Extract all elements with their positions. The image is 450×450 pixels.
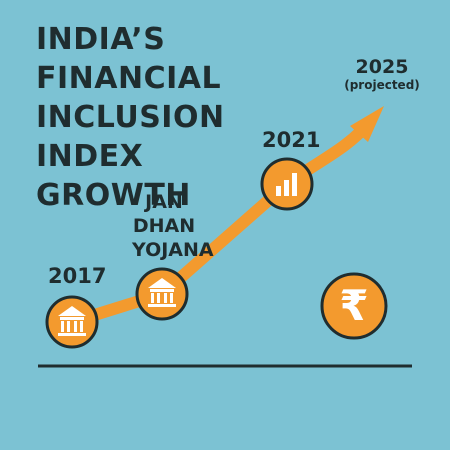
marker-2021 bbox=[260, 157, 314, 211]
title-line-3: GROWTH bbox=[36, 178, 191, 213]
label-2025: 2025 bbox=[355, 56, 409, 78]
rupee-icon: ₹ bbox=[339, 281, 369, 330]
title-line-1: INDIA’S FINANCIAL bbox=[36, 22, 222, 96]
label-jan: JAN bbox=[145, 191, 183, 213]
title-line-2: INCLUSION INDEX bbox=[36, 100, 225, 174]
arrow-head-icon bbox=[350, 106, 384, 142]
chart-title: INDIA’S FINANCIAL INCLUSION INDEX GROWTH bbox=[36, 20, 336, 215]
marker-2017 bbox=[45, 295, 99, 349]
rupee-badge bbox=[320, 272, 388, 340]
label-2025-block: 2025 (projected) bbox=[342, 56, 422, 92]
label-projected: (projected) bbox=[344, 78, 420, 92]
label-2017: 2017 bbox=[48, 264, 107, 288]
label-yojana: YOJANA bbox=[132, 239, 214, 261]
bank-icon bbox=[148, 278, 176, 307]
bar-chart-icon bbox=[276, 173, 297, 196]
label-jan-dhan-yojana: JAN DHAN YOJANA bbox=[132, 190, 214, 262]
label-2021: 2021 bbox=[262, 128, 321, 152]
bank-icon bbox=[58, 306, 86, 336]
marker-jandhan bbox=[135, 267, 189, 321]
label-dhan: DHAN bbox=[132, 215, 196, 237]
